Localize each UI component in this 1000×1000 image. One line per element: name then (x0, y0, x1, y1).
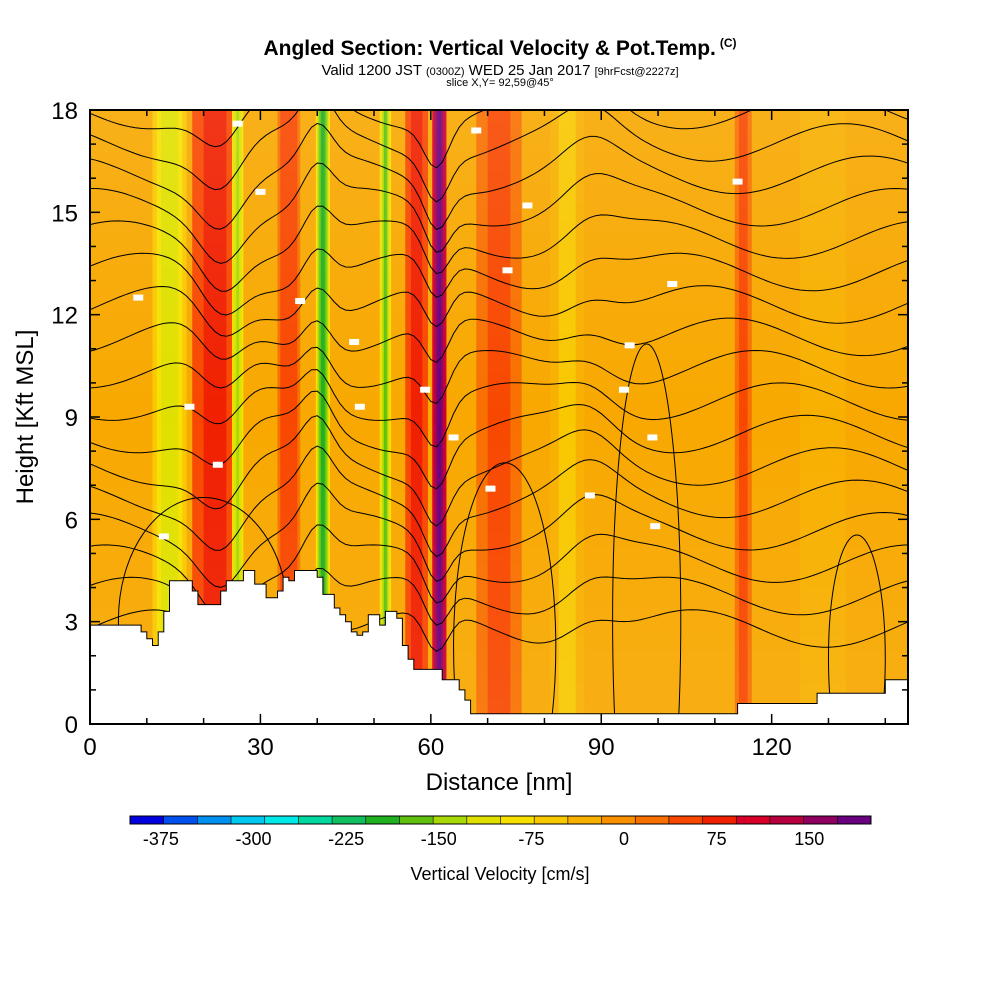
colorbar-swatch-21 (837, 816, 872, 824)
theta-contour-5 (90, 415, 908, 527)
theta-label-marker-7 (420, 386, 431, 393)
x-tick-label-60: 60 (417, 734, 444, 761)
theta-contour-4 (90, 445, 908, 558)
colorbar-swatch-17 (702, 816, 737, 824)
terrain-mask (90, 570, 908, 724)
theta-label-marker-19 (650, 523, 661, 530)
theta-label-marker-12 (232, 120, 243, 127)
theta-label-marker-14 (522, 202, 533, 209)
y-tick-label-18: 18 (51, 98, 78, 125)
theta-label-marker-0 (158, 533, 169, 540)
slice-label: slice X,Y= 92,59@45° (446, 77, 554, 89)
colorbar-tick-75: 75 (707, 829, 727, 849)
chart-title: Angled Section: Vertical Velocity & Pot.… (263, 36, 737, 60)
colorbar-swatch-14 (601, 816, 636, 824)
y-axis-label: Height [Kft MSL] (12, 330, 39, 505)
y-tick-label-6: 6 (65, 507, 78, 534)
theta-contour-6 (90, 390, 908, 490)
theta-label-marker-1 (212, 461, 223, 468)
theta-label-marker-11 (255, 188, 266, 195)
colorbar-tick--225: -225 (328, 829, 364, 849)
colorbar-swatch-11 (500, 816, 535, 824)
theta-label-marker-20 (667, 280, 678, 287)
x-tick-label-90: 90 (588, 734, 615, 761)
theta-contour-15 (90, 110, 908, 203)
colorbar-swatch-0 (130, 816, 164, 824)
theta-label-marker-9 (485, 485, 496, 492)
colorbar-swatch-16 (668, 816, 703, 824)
theta-contour-12 (90, 205, 908, 292)
colorbar-tick--300: -300 (235, 829, 271, 849)
chart-subtitle: Valid 1200 JST (0300Z) WED 25 Jan 2017 [… (321, 62, 679, 79)
theta-contour-16 (90, 110, 908, 169)
colorbar-tick-0: 0 (619, 829, 629, 849)
colorbar-tick--150: -150 (421, 829, 457, 849)
colorbar-swatch-4 (264, 816, 299, 824)
theta-label-marker-21 (732, 178, 743, 185)
colorbar-swatch-1 (163, 816, 198, 824)
colorbar-tick--75: -75 (518, 829, 544, 849)
colorbar-swatch-9 (433, 816, 468, 824)
colorbar-label: Vertical Velocity [cm/s] (410, 864, 589, 884)
colorbar-swatch-13 (567, 816, 602, 824)
theta-label-marker-6 (354, 403, 365, 410)
colorbar-swatch-7 (365, 816, 400, 824)
colorbar-tick-150: 150 (794, 829, 824, 849)
colorbar-swatch-19 (769, 816, 804, 824)
theta-contour-14 (90, 122, 908, 231)
theta-label-marker-16 (624, 342, 635, 349)
theta-label-marker-2 (184, 403, 195, 410)
colorbar-swatch-6 (332, 816, 367, 824)
theta-label-marker-15 (502, 267, 513, 274)
theta-contour-10 (90, 285, 908, 337)
theta-label-marker-3 (133, 294, 144, 301)
colorbar-swatch-10 (466, 816, 501, 824)
colorbar-swatch-3 (231, 816, 266, 824)
y-tick-label-3: 3 (65, 610, 78, 637)
theta-contour-8 (90, 346, 908, 404)
theta-contour-13 (90, 162, 908, 264)
low-level-contour-3 (827, 534, 886, 724)
y-tick-label-9: 9 (65, 405, 78, 432)
theta-label-marker-17 (618, 386, 629, 393)
colorbar-swatch-15 (635, 816, 670, 824)
x-tick-label-0: 0 (83, 734, 96, 761)
y-tick-label-15: 15 (51, 200, 78, 227)
theta-label-marker-13 (471, 127, 482, 134)
theta-contour-11 (90, 248, 908, 316)
x-axis-label: Distance [nm] (426, 769, 573, 796)
theta-label-marker-8 (448, 434, 459, 441)
colorbar-tick--375: -375 (143, 829, 179, 849)
colorbar-swatch-18 (736, 816, 771, 824)
x-tick-label-120: 120 (752, 734, 792, 761)
y-tick-label-12: 12 (51, 303, 78, 330)
low-level-contour-2 (612, 343, 682, 724)
colorbar-swatch-12 (534, 816, 569, 824)
colorbar-swatch-20 (803, 816, 838, 824)
y-tick-label-0: 0 (65, 712, 78, 739)
low-level-contour-1 (453, 462, 557, 724)
theta-label-marker-4 (295, 298, 306, 305)
colorbar-swatch-5 (298, 816, 333, 824)
theta-label-marker-10 (584, 492, 595, 499)
theta-label-marker-5 (349, 338, 360, 345)
x-tick-label-30: 30 (247, 734, 274, 761)
colorbar-swatch-2 (197, 816, 232, 824)
plot-area (90, 110, 908, 724)
theta-contour-7 (90, 369, 908, 448)
theta-label-marker-18 (647, 434, 658, 441)
colorbar-swatch-8 (399, 816, 434, 824)
theta-contour-9 (90, 317, 908, 363)
